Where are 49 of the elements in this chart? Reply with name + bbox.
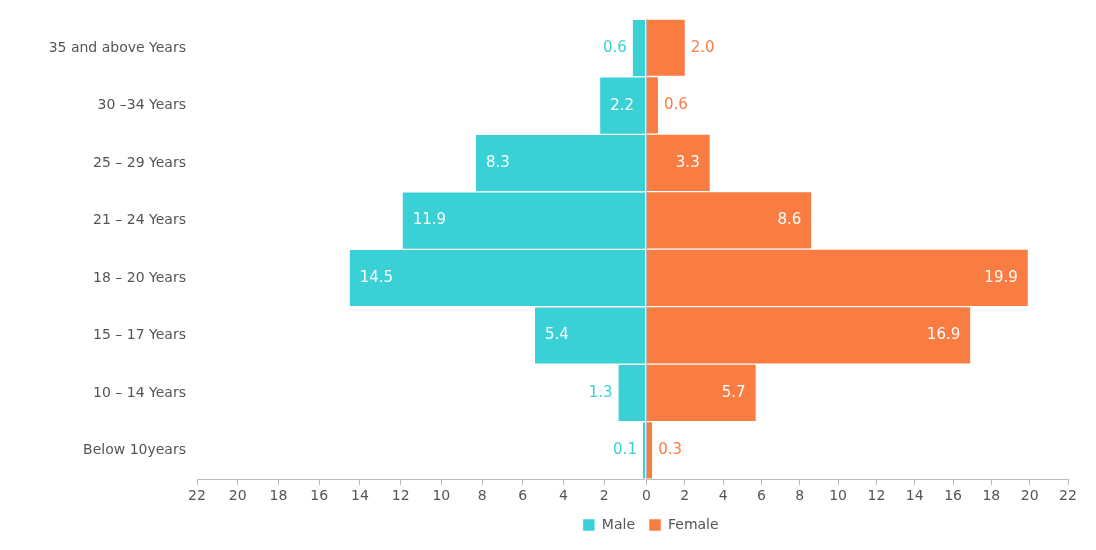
- data-label: 3.3: [675, 152, 700, 171]
- x-tick-label: 22: [188, 487, 206, 504]
- data-label: 5.7: [721, 382, 746, 401]
- legend-label: Female: [668, 515, 719, 532]
- x-tick-label: 22: [1059, 487, 1077, 504]
- x-tick-label: 16: [310, 487, 329, 504]
- data-label: 1.3: [588, 382, 613, 401]
- x-tick-label: 12: [867, 487, 886, 504]
- data-label: 8.3: [485, 152, 510, 171]
- x-tick-label: 20: [1020, 487, 1039, 504]
- y-tick-label: 25 – 29 Years: [93, 153, 186, 170]
- x-tick-label: 12: [391, 487, 410, 504]
- x-tick-label: 18: [982, 487, 1001, 504]
- data-label: 2.2: [610, 95, 635, 114]
- x-tick-label: 14: [351, 487, 369, 504]
- data-label: 11.9: [412, 210, 447, 229]
- x-tick-label: 0: [641, 487, 651, 504]
- data-label: 14.5: [359, 267, 394, 286]
- x-tick-label: 2: [680, 487, 690, 504]
- data-label: 0.6: [602, 38, 627, 57]
- x-tick-label: 6: [756, 487, 766, 504]
- y-tick-label: 18 – 20 Years: [93, 268, 186, 285]
- data-label: 0.1: [613, 440, 637, 459]
- legend-label: Male: [601, 515, 636, 532]
- data-label: 5.4: [545, 325, 569, 344]
- x-tick-label: 10: [829, 487, 847, 504]
- x-tick-label: 2: [599, 487, 609, 504]
- x-tick-label: 18: [269, 487, 288, 504]
- x-tick-label: 10: [432, 487, 451, 504]
- x-tick-label: 8: [477, 487, 487, 504]
- y-tick-label: 30 –34 Years: [97, 96, 186, 113]
- y-tick-label: Below 10years: [83, 441, 186, 458]
- y-tick-label: 35 and above Years: [48, 38, 186, 55]
- data-label: 16.9: [926, 325, 961, 344]
- data-label: 8.6: [777, 210, 802, 229]
- data-label: 0.3: [658, 440, 683, 459]
- x-tick-label: 20: [228, 487, 247, 504]
- x-tick-label: 16: [944, 487, 963, 504]
- data-label: 19.9: [984, 267, 1018, 286]
- data-label: 0.6: [663, 95, 688, 114]
- x-tick-label: 4: [718, 487, 728, 504]
- x-tick-label: 4: [559, 487, 569, 504]
- x-tick-label: 6: [518, 487, 528, 504]
- y-tick-label: 21 – 24 Years: [93, 211, 186, 228]
- x-tick-label: 8: [795, 487, 805, 504]
- x-tick-label: 14: [905, 487, 924, 504]
- y-tick-label: 15 – 17 Years: [93, 326, 186, 343]
- data-label: 2.0: [690, 37, 715, 56]
- y-tick-label: 10 – 14 Years: [93, 383, 186, 400]
